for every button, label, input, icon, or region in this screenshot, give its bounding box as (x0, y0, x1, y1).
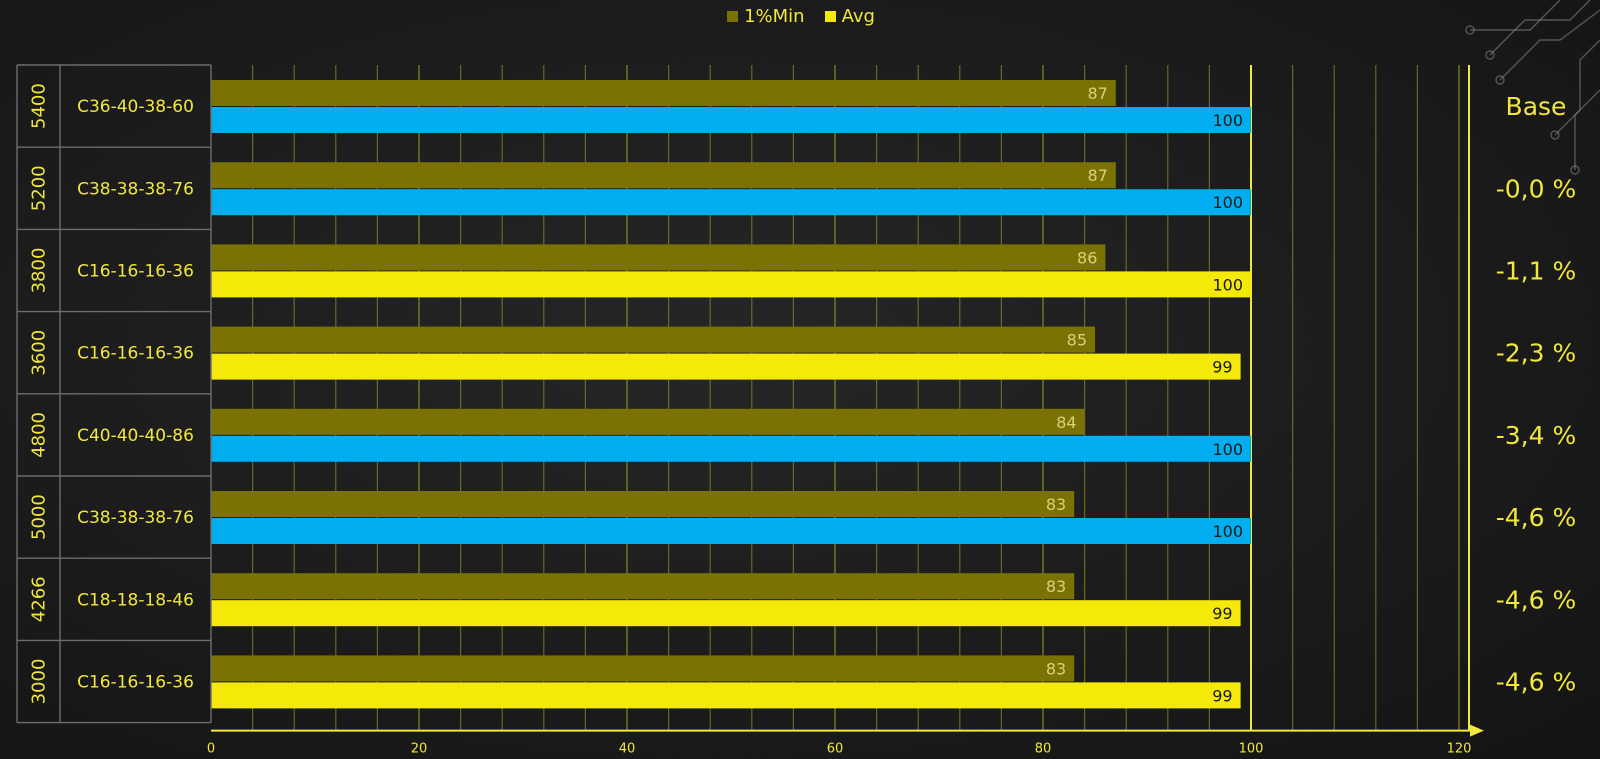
row-timings-label: C36-40-38-60 (77, 97, 194, 117)
x-tick-label: 100 (1239, 742, 1264, 757)
legend-item-min[interactable]: 1%Min (727, 6, 805, 27)
circuit-trace (1574, 89, 1600, 170)
legend-label-min: 1%Min (744, 6, 805, 27)
bar-min-label: 87 (1087, 166, 1107, 185)
bar-min-label: 85 (1067, 331, 1087, 350)
legend-item-avg[interactable]: Avg (824, 6, 875, 27)
row-timings-label: C16-16-16-36 (77, 262, 194, 282)
row-speed-label: 3800 (29, 248, 50, 294)
bar-min-label: 83 (1046, 495, 1066, 514)
circuit-node (1485, 50, 1495, 60)
row-delta-label: -0,0 % (1496, 174, 1576, 203)
row-delta-label: Base (1506, 92, 1567, 121)
bar-min-label: 83 (1046, 659, 1066, 678)
row-timings-label: C16-16-16-36 (77, 344, 194, 364)
row-timings-label: C16-16-16-36 (77, 673, 194, 693)
bar-avg[interactable] (211, 682, 1241, 709)
bar-avg-label: 99 (1212, 686, 1232, 705)
bar-min-label: 87 (1087, 84, 1107, 103)
row-speed-label: 4800 (29, 412, 50, 458)
x-tick-label: 0 (207, 742, 215, 757)
row-timings-label: C38-38-38-76 (77, 508, 194, 528)
bar-avg[interactable] (211, 353, 1241, 380)
row-timings-label: C38-38-38-76 (77, 179, 194, 199)
bars: 87 100 87 100 86 100 85 99 84 100 83 100 83 99 83 99 (211, 80, 1251, 709)
circuit-node (1495, 75, 1505, 85)
legend: 1%Min Avg (0, 6, 1600, 27)
circuit-node (1570, 165, 1580, 175)
bar-min[interactable] (211, 244, 1106, 271)
bar-avg-label: 100 (1212, 193, 1243, 212)
circuit-trace (1470, 0, 1561, 31)
bar-avg[interactable] (211, 435, 1251, 462)
x-axis-arrow (1470, 724, 1484, 737)
bar-avg-label: 99 (1212, 604, 1232, 623)
row-delta-label: -2,3 % (1496, 339, 1576, 368)
row-delta-label: -4,6 % (1496, 585, 1576, 614)
row-speed-label: 5200 (29, 165, 50, 211)
bar-avg-label: 99 (1212, 358, 1232, 377)
bar-avg[interactable] (211, 107, 1251, 133)
row-labels: 5400 C36-40-38-60 Base 5200 C38-38-38-76 -0,0… (16, 64, 1576, 724)
circuit-decoration (1465, 0, 1600, 175)
bar-min[interactable] (211, 326, 1095, 353)
circuit-node (1465, 25, 1475, 35)
bar-min-label: 84 (1056, 413, 1076, 432)
legend-swatch-min (727, 11, 739, 22)
bar-min[interactable] (211, 80, 1116, 106)
legend-swatch-avg (824, 11, 836, 22)
bar-min-label: 83 (1046, 577, 1066, 596)
bar-avg[interactable] (211, 271, 1251, 298)
bar-avg[interactable] (211, 189, 1251, 216)
bar-min[interactable] (211, 573, 1075, 600)
row-delta-label: -3,4 % (1496, 421, 1576, 450)
x-tick-label: 120 (1447, 742, 1472, 757)
legend-label-avg: Avg (841, 6, 875, 27)
bar-avg-label: 100 (1212, 522, 1243, 541)
circuit-trace (1499, 9, 1600, 81)
x-axis: 0 20 40 60 80 100 120 (207, 724, 1484, 757)
circuit-trace (1554, 39, 1600, 136)
circuit-node (1550, 130, 1560, 140)
bar-avg[interactable] (211, 518, 1251, 544)
bar-avg-label: 100 (1212, 111, 1243, 130)
row-speed-label: 5000 (29, 494, 50, 540)
bar-min[interactable] (211, 408, 1085, 435)
x-tick-label: 80 (1035, 742, 1052, 757)
bar-avg[interactable] (211, 600, 1241, 627)
circuit-trace (1489, 0, 1591, 56)
x-tick-label: 60 (827, 742, 844, 757)
row-speed-label: 4266 (29, 576, 50, 622)
row-speed-label: 3600 (29, 330, 50, 376)
bar-min[interactable] (211, 162, 1116, 189)
row-delta-label: -4,6 % (1496, 668, 1576, 697)
bar-min-label: 86 (1077, 248, 1097, 267)
bar-min[interactable] (211, 655, 1075, 682)
bar-avg-label: 100 (1212, 440, 1243, 459)
x-tick-label: 40 (619, 742, 636, 757)
x-tick-label: 20 (411, 742, 428, 757)
row-timings-label: C18-18-18-46 (77, 590, 194, 610)
bar-min[interactable] (211, 491, 1075, 517)
row-delta-label: -4,6 % (1496, 503, 1576, 532)
row-speed-label: 3000 (29, 659, 50, 705)
row-delta-label: -1,1 % (1496, 257, 1576, 286)
row-speed-label: 5400 (29, 83, 50, 129)
row-timings-label: C40-40-40-86 (77, 426, 194, 446)
bar-avg-label: 100 (1212, 275, 1243, 294)
